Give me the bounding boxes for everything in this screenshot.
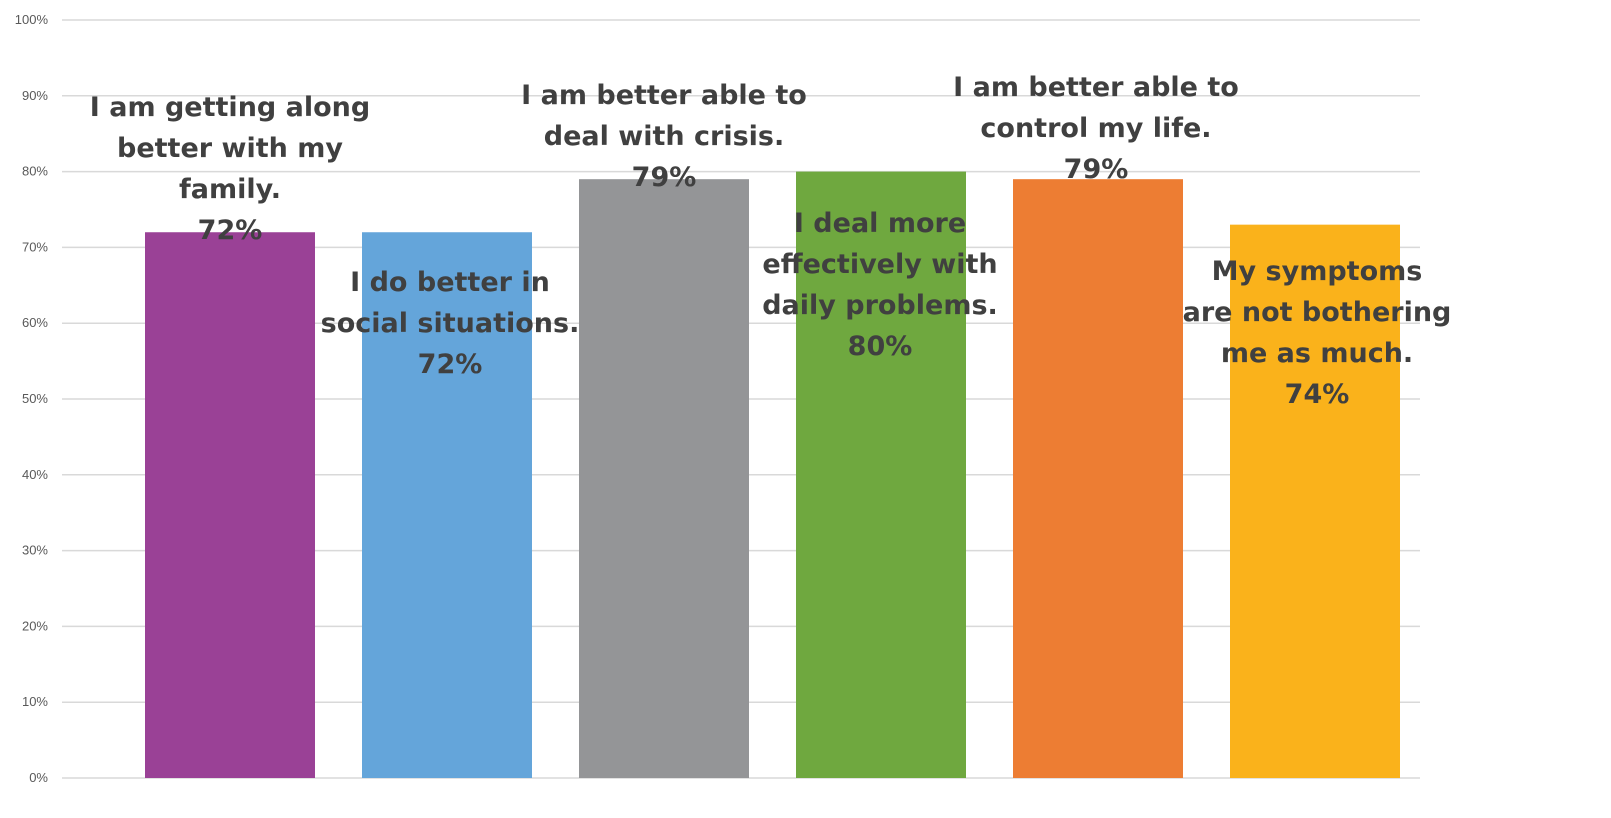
y-tick-label: 70% xyxy=(22,239,48,254)
y-tick-label: 60% xyxy=(22,315,48,330)
y-tick-label: 0% xyxy=(29,770,48,785)
data-label: I am better able to control my life. 79% xyxy=(953,72,1239,185)
y-tick-label: 80% xyxy=(22,164,48,179)
y-tick-label: 100% xyxy=(15,12,49,27)
bar xyxy=(579,179,749,778)
bar xyxy=(362,232,532,779)
data-labels: I am getting along better with my family. 7… xyxy=(90,72,1452,410)
bar xyxy=(796,171,966,779)
bar xyxy=(1013,179,1183,778)
data-label: I am getting along better with my family. 7… xyxy=(90,92,370,246)
y-tick-label: 90% xyxy=(22,88,48,103)
y-tick-label: 30% xyxy=(22,543,48,558)
y-tick-label: 40% xyxy=(22,467,48,482)
bar xyxy=(1230,224,1400,778)
y-axis-ticks: 0% 10% 20% 30% 40% 50% 60% 70% 80% 90% 100% xyxy=(15,12,49,785)
data-label: My symptoms are not bothering me as much. 7… xyxy=(1183,256,1452,410)
y-tick-label: 10% xyxy=(22,694,48,709)
y-tick-label: 50% xyxy=(22,391,48,406)
y-tick-label: 20% xyxy=(22,618,48,633)
bar xyxy=(145,232,315,779)
bars xyxy=(145,171,1400,779)
data-label: I am better able to deal with crisis. 79% xyxy=(521,80,807,193)
data-label: I do better in social situations. 72% xyxy=(321,267,580,380)
data-label: I deal more effectively with daily problem… xyxy=(762,208,998,362)
